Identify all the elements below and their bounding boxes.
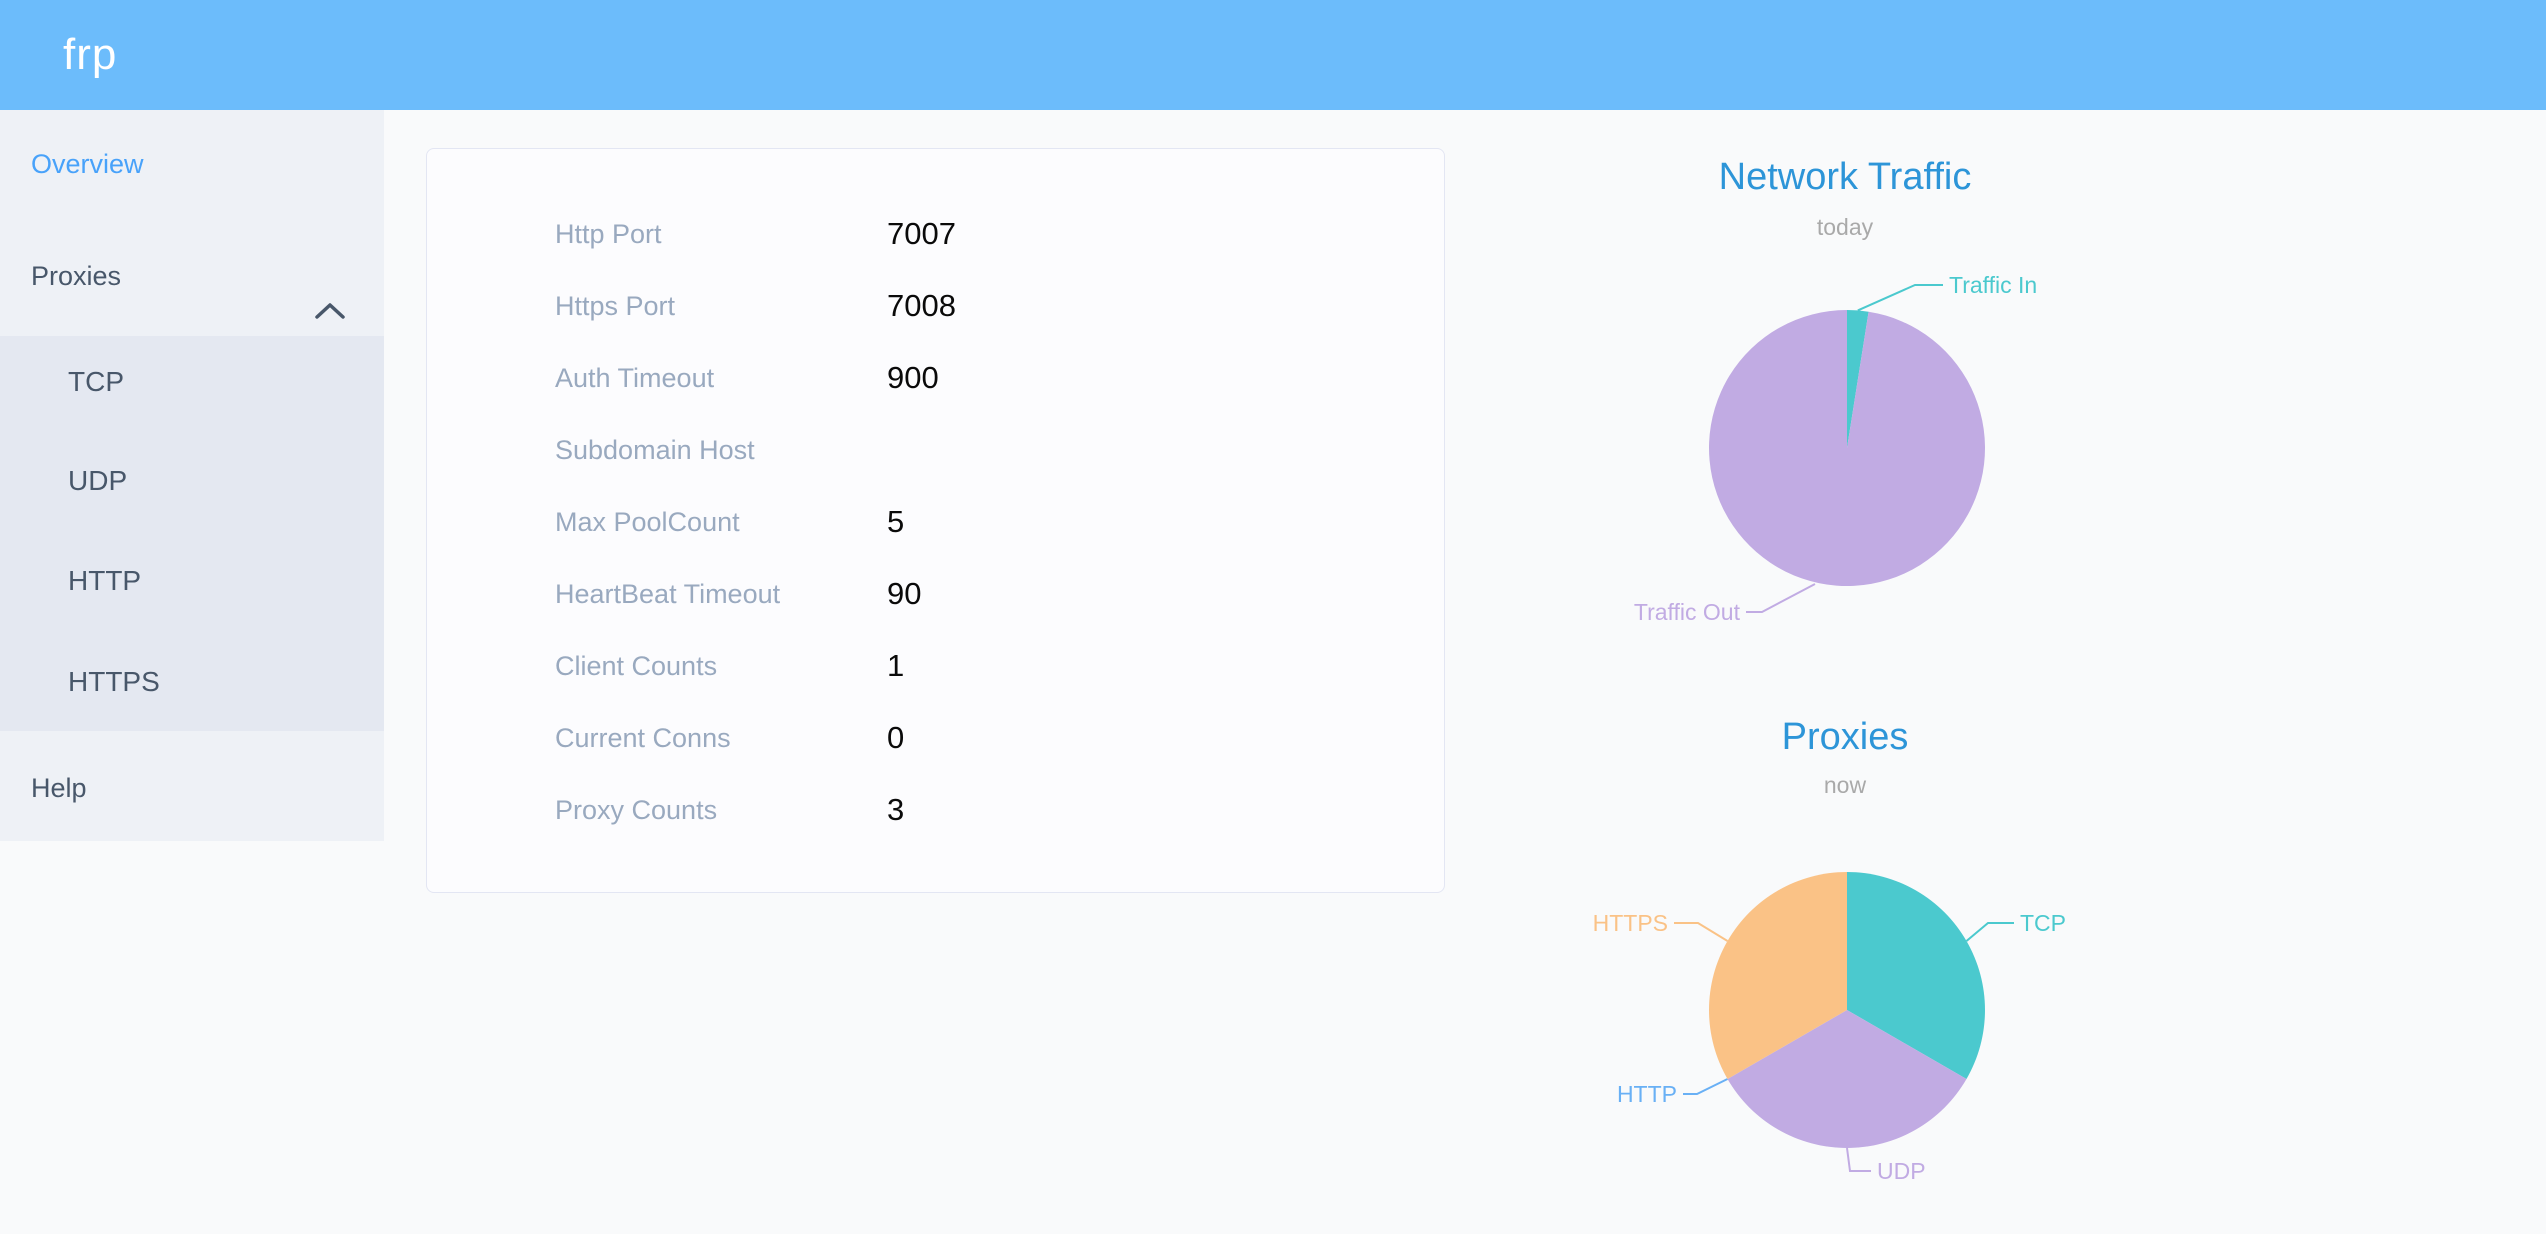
app-logo: frp (63, 30, 118, 79)
sidebar-item-http[interactable]: HTTP (0, 535, 384, 627)
config-label: HeartBeat Timeout (555, 578, 781, 609)
sidebar-item-overview[interactable]: Overview (0, 118, 384, 210)
config-value: 3 (887, 792, 905, 827)
config-label: Subdomain Host (555, 434, 755, 465)
config-label: Current Conns (555, 722, 731, 753)
server-config-card: Http Port 7007 Https Port 7008 Auth Time… (426, 148, 1445, 893)
label-line-tcp (1965, 922, 2014, 942)
config-label: Proxy Counts (555, 794, 718, 825)
slice-label-traffic-in: Traffic In (1949, 272, 2037, 298)
sidebar-submenu-proxies: TCP UDP HTTP HTTPS (0, 336, 384, 731)
pie-slice-tcp[interactable] (1847, 872, 1985, 1079)
config-value: 1 (887, 648, 905, 683)
config-label: Client Counts (555, 650, 718, 681)
config-label: Max PoolCount (555, 506, 740, 537)
chevron-up-icon (314, 266, 346, 358)
config-value: 5 (887, 504, 905, 539)
slice-label-traffic-out: Traffic Out (1634, 599, 1741, 625)
sidebar: Overview Proxies TCP UDP HTTP HTTPS Help (0, 110, 384, 841)
sidebar-item-https[interactable]: HTTPS (0, 636, 384, 728)
config-row: Auth Timeout 900 (427, 342, 1444, 414)
config-value: 7007 (887, 216, 956, 251)
network-traffic-chart-title: Network Traffic (1718, 156, 1972, 198)
label-line-traffic-in (1857, 284, 1943, 312)
charts-column: Network Traffic today Traffic In Traffic … (1460, 0, 2230, 1234)
label-line-udp (1846, 1147, 1871, 1172)
sidebar-item-proxies[interactable]: Proxies (0, 230, 384, 322)
sidebar-item-label: Proxies (31, 261, 122, 291)
config-row: Subdomain Host (427, 414, 1444, 486)
config-label: Http Port (555, 218, 662, 249)
config-row: Current Conns 0 (427, 702, 1444, 774)
config-row: HeartBeat Timeout 90 (427, 558, 1444, 630)
slice-label-https: HTTPS (1593, 910, 1668, 936)
label-line-https (1674, 922, 1729, 942)
sidebar-item-label: HTTPS (68, 666, 160, 697)
label-line-http (1683, 1078, 1728, 1095)
proxies-chart-subtitle: now (1823, 772, 1867, 798)
slice-label-tcp: TCP (2020, 910, 2066, 936)
sidebar-item-udp[interactable]: UDP (0, 435, 384, 527)
config-value: 0 (887, 720, 905, 755)
network-traffic-pie-chart: Traffic In Traffic Out (1634, 272, 2037, 625)
config-row: Proxy Counts 3 (427, 774, 1444, 846)
label-line-traffic-out (1746, 583, 1816, 613)
config-row: Http Port 7007 (427, 198, 1444, 270)
proxies-pie-chart: TCP UDP HTTP HTTPS (1593, 872, 2066, 1184)
pie-slice-https[interactable] (1709, 872, 1847, 1079)
pie-slice-traffic-out[interactable] (1709, 310, 1986, 586)
config-label: Auth Timeout (555, 362, 715, 393)
config-row: Https Port 7008 (427, 270, 1444, 342)
config-value: 7008 (887, 288, 956, 323)
proxies-chart-title: Proxies (1781, 716, 1909, 758)
sidebar-item-label: Overview (31, 149, 144, 179)
pie-slice-traffic-in[interactable] (1847, 310, 1869, 448)
config-value: 900 (887, 360, 939, 395)
slice-label-http: HTTP (1617, 1081, 1677, 1107)
pie-slice-udp[interactable] (1727, 1010, 1967, 1148)
sidebar-item-label: TCP (68, 366, 124, 397)
sidebar-item-label: HTTP (68, 565, 142, 596)
config-value: 90 (887, 576, 922, 611)
config-row: Client Counts 1 (427, 630, 1444, 702)
network-traffic-chart-subtitle: today (1816, 214, 1874, 240)
sidebar-item-label: UDP (68, 465, 128, 496)
sidebar-item-help[interactable]: Help (0, 742, 384, 834)
slice-label-udp: UDP (1877, 1158, 1926, 1184)
sidebar-item-tcp[interactable]: TCP (0, 336, 384, 428)
sidebar-item-label: Help (31, 773, 87, 803)
config-row: Max PoolCount 5 (427, 486, 1444, 558)
config-label: Https Port (555, 290, 676, 321)
app-header: frp (0, 0, 2546, 110)
